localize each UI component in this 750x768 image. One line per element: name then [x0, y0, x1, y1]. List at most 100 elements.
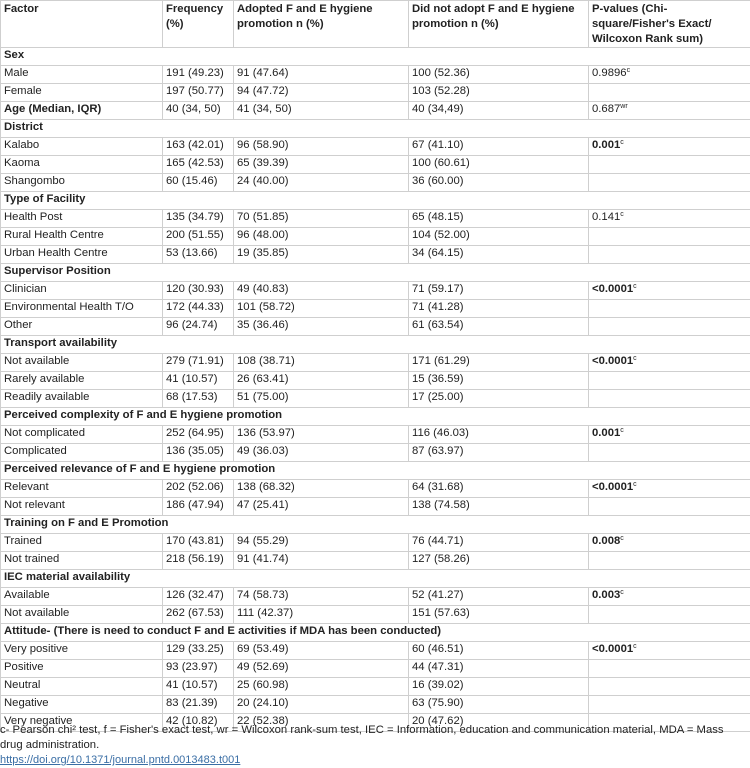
factor-cell: Very positive: [0, 641, 163, 660]
factor-cell: Trained: [0, 533, 163, 552]
p-value-cell: [588, 155, 750, 174]
value-cell: 151 (57.63): [408, 605, 589, 624]
value-cell: 191 (49.23): [162, 65, 234, 84]
value-cell: 25 (60.98): [233, 677, 409, 696]
section-row: Perceived relevance of F and E hygiene p…: [0, 461, 750, 480]
value-cell: 22 (52.38): [233, 713, 409, 732]
p-value-cell: [588, 245, 750, 264]
value-cell: 170 (43.81): [162, 533, 234, 552]
data-row: Clinician 120 (30.93) 49 (40.83) 71 (59.17)…: [0, 281, 750, 300]
factor-cell: Shangombo: [0, 173, 163, 192]
p-value-cell: 0.003c: [588, 587, 750, 606]
factor-cell: Health Post: [0, 209, 163, 228]
p-value-cell: [588, 299, 750, 318]
data-table: Factor Frequency (%) Adopted F and E hygie…: [0, 0, 750, 732]
factor-cell: Negative: [0, 695, 163, 714]
section-cell: Supervisor Position: [0, 263, 750, 282]
p-value-cell: [588, 173, 750, 192]
value-cell: 67 (41.10): [408, 137, 589, 156]
value-cell: 83 (21.39): [162, 695, 234, 714]
p-value-cell: [588, 83, 750, 102]
p-value: <0.0001: [592, 643, 634, 655]
p-value: 0.008: [592, 535, 621, 547]
p-test-marker: c: [633, 481, 637, 488]
value-cell: 40 (34,49): [408, 101, 589, 120]
value-cell: 70 (51.85): [233, 209, 409, 228]
p-test-marker: c: [620, 535, 624, 542]
value-cell: 197 (50.77): [162, 83, 234, 102]
factor-cell: Environmental Health T/O: [0, 299, 163, 318]
p-value-cell: <0.0001c: [588, 281, 750, 300]
factor-cell: Rarely available: [0, 371, 163, 390]
factor-cell: Not available: [0, 353, 163, 372]
factor-cell: Age (Median, IQR): [0, 101, 163, 120]
data-row: Not relevant 186 (47.94) 47 (25.41) 138 (74…: [0, 497, 750, 516]
factor-cell: Female: [0, 83, 163, 102]
value-cell: 127 (58.26): [408, 551, 589, 570]
value-cell: 120 (30.93): [162, 281, 234, 300]
data-row: Very negative 42 (10.82) 22 (52.38) 20 (47.…: [0, 713, 750, 732]
p-value: 0.001: [592, 427, 621, 439]
value-cell: 100 (60.61): [408, 155, 589, 174]
value-cell: 69 (53.49): [233, 641, 409, 660]
section-row: Training on F and E Promotion: [0, 515, 750, 534]
data-row: Available 126 (32.47) 74 (58.73) 52 (41.27)…: [0, 587, 750, 606]
section-cell: IEC material availability: [0, 569, 750, 588]
section-cell: Training on F and E Promotion: [0, 515, 750, 534]
data-row: Very positive 129 (33.25) 69 (53.49) 60 (46…: [0, 641, 750, 660]
value-cell: 61 (63.54): [408, 317, 589, 336]
value-cell: 65 (48.15): [408, 209, 589, 228]
section-row: Type of Facility: [0, 191, 750, 210]
data-row: Rarely available 41 (10.57) 26 (63.41) 15 (…: [0, 371, 750, 390]
section-cell: Transport availability: [0, 335, 750, 354]
value-cell: 51 (75.00): [233, 389, 409, 408]
doi-link[interactable]: https://doi.org/10.1371/journal.pntd.001…: [0, 754, 241, 766]
p-value-cell: 0.9896c: [588, 65, 750, 84]
p-value-cell: [588, 227, 750, 246]
data-row: Positive 93 (23.97) 49 (52.69) 44 (47.31): [0, 659, 750, 678]
value-cell: 96 (58.90): [233, 137, 409, 156]
value-cell: 279 (71.91): [162, 353, 234, 372]
p-value-cell: [588, 551, 750, 570]
section-row: Supervisor Position: [0, 263, 750, 282]
data-row: Rural Health Centre 200 (51.55) 96 (48.00)…: [0, 227, 750, 246]
data-row: Not trained 218 (56.19) 91 (41.74) 127 (58.…: [0, 551, 750, 570]
factor-cell: Urban Health Centre: [0, 245, 163, 264]
p-value: 0.141: [592, 211, 621, 223]
value-cell: 186 (47.94): [162, 497, 234, 516]
value-cell: 218 (56.19): [162, 551, 234, 570]
factor-cell: Not available: [0, 605, 163, 624]
value-cell: 49 (40.83): [233, 281, 409, 300]
value-cell: 41 (34, 50): [233, 101, 409, 120]
data-row: Environmental Health T/O 172 (44.33) 101 (…: [0, 299, 750, 318]
factor-cell: Very negative: [0, 713, 163, 732]
value-cell: 71 (41.28): [408, 299, 589, 318]
header-cell: Frequency (%): [162, 0, 234, 48]
value-cell: 47 (25.41): [233, 497, 409, 516]
value-cell: 41 (10.57): [162, 677, 234, 696]
section-cell: District: [0, 119, 750, 138]
value-cell: 40 (34, 50): [162, 101, 234, 120]
value-cell: 44 (47.31): [408, 659, 589, 678]
value-cell: 111 (42.37): [233, 605, 409, 624]
factor-cell: Male: [0, 65, 163, 84]
section-cell: Type of Facility: [0, 191, 750, 210]
p-value-cell: [588, 389, 750, 408]
data-row: Other 96 (24.74) 35 (36.46) 61 (63.54): [0, 317, 750, 336]
value-cell: 52 (41.27): [408, 587, 589, 606]
p-value-cell: 0.687wr: [588, 101, 750, 120]
data-row: Not complicated 252 (64.95) 136 (53.97) 116…: [0, 425, 750, 444]
p-value-cell: [588, 443, 750, 462]
p-value-cell: [588, 371, 750, 390]
data-row: Readily available 68 (17.53) 51 (75.00) 17 …: [0, 389, 750, 408]
value-cell: 135 (34.79): [162, 209, 234, 228]
value-cell: 19 (35.85): [233, 245, 409, 264]
data-row: Urban Health Centre 53 (13.66) 19 (35.85) 3…: [0, 245, 750, 264]
header-row: Factor Frequency (%) Adopted F and E hygie…: [0, 0, 750, 48]
p-test-marker: c: [633, 283, 637, 290]
header-cell: Factor: [0, 0, 163, 48]
data-row: Negative 83 (21.39) 20 (24.10) 63 (75.90): [0, 695, 750, 714]
p-value: 0.9896: [592, 67, 627, 79]
value-cell: 116 (46.03): [408, 425, 589, 444]
